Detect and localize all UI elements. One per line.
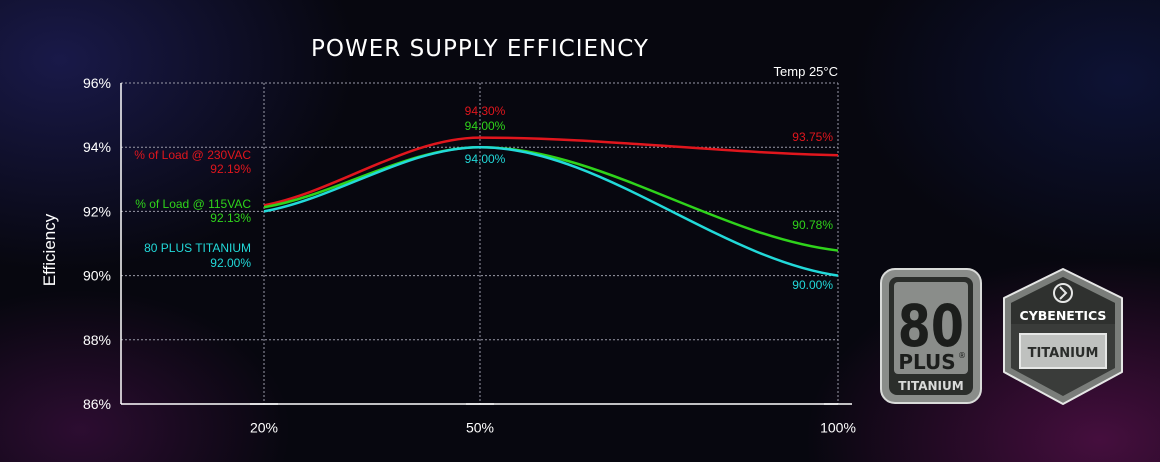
data-label-50: 94.30%: [465, 104, 506, 118]
temperature-note: Temp 25°C: [774, 64, 838, 79]
series-lines: [263, 136, 839, 277]
chart-title: POWER SUPPLY EFFICIENCY: [311, 36, 649, 62]
y-tick-label: 92%: [83, 203, 111, 219]
axes: [120, 83, 852, 405]
series-line-3: [263, 145, 839, 277]
80-plus-registered: ®: [958, 351, 966, 360]
x-tick-label: 50%: [466, 419, 494, 435]
data-label-20: 92.13%: [210, 211, 251, 225]
y-tick-label: 96%: [83, 75, 111, 91]
data-label-20: 92.00%: [210, 256, 251, 270]
series-name-label: % of Load @ 230VAC: [134, 148, 251, 162]
y-tick-label: 94%: [83, 139, 111, 155]
data-label-100: 93.75%: [792, 130, 833, 144]
80-plus-word: PLUS: [898, 350, 955, 374]
y-tick-label: 90%: [83, 268, 111, 284]
x-tick-label: 100%: [820, 419, 856, 435]
cybenetics-level: TITANIUM: [1028, 346, 1099, 361]
80-plus-number: 80: [898, 292, 964, 360]
data-label-100: 90.00%: [792, 278, 833, 292]
data-label-50: 94.00%: [465, 152, 506, 166]
series-name-label: 80 PLUS TITANIUM: [144, 241, 251, 255]
cybenetics-logo-icon: [1053, 283, 1073, 303]
data-label-50: 94.00%: [465, 119, 506, 133]
x-tick-label: 20%: [250, 419, 278, 435]
y-tick-label: 88%: [83, 332, 111, 348]
cybenetics-brand: CYBENETICS: [1020, 308, 1107, 323]
y-axis-label: Efficiency: [40, 213, 59, 286]
series-line-2: [263, 145, 839, 252]
80-plus-level: TITANIUM: [898, 379, 963, 393]
series-name-label: % of Load @ 115VAC: [135, 197, 251, 211]
data-label-20: 92.19%: [210, 162, 251, 176]
80-plus-titanium-badge: 80 PLUS ® TITANIUM: [880, 268, 982, 404]
tick-labels: 96% 94% 92% 90% 88% 86% 20% 50% 100%: [83, 75, 856, 435]
y-tick-label: 86%: [83, 396, 111, 412]
series-line-1: [263, 136, 839, 207]
cybenetics-titanium-badge: CYBENETICS TITANIUM: [1003, 268, 1123, 405]
data-label-100: 90.78%: [792, 218, 833, 232]
